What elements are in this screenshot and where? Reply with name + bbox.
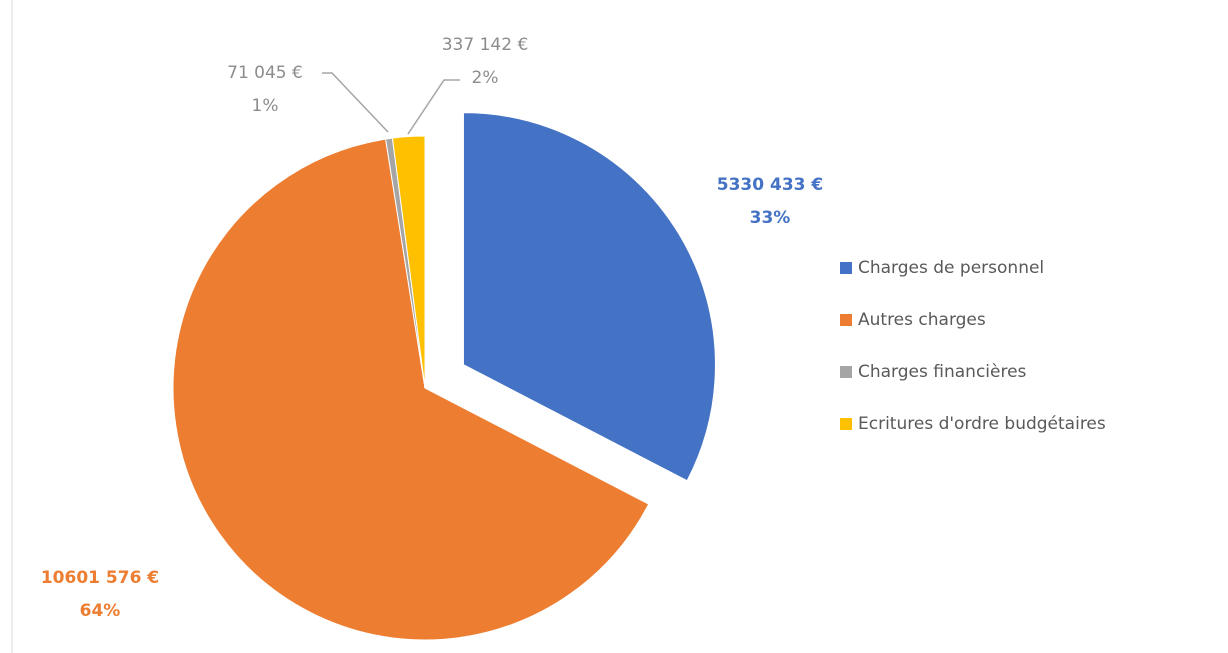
percent-label: 64%	[80, 601, 121, 621]
legend-label: Ecritures d'ordre budgétaires	[858, 414, 1106, 434]
legend-label: Charges de personnel	[858, 258, 1044, 278]
value-label: 5330 433 €	[717, 175, 823, 195]
value-label: 337 142 €	[442, 35, 529, 55]
legend-label: Autres charges	[858, 310, 986, 330]
legend-swatch	[840, 262, 852, 274]
percent-label: 2%	[472, 68, 499, 88]
value-label: 10601 576 €	[41, 568, 159, 588]
legend-label: Charges financières	[858, 362, 1027, 382]
legend-swatch	[840, 418, 852, 430]
leader-line	[322, 72, 389, 133]
percent-label: 33%	[750, 208, 791, 228]
leader-line	[407, 79, 460, 135]
percent-label: 1%	[252, 96, 279, 116]
pie-slice	[462, 112, 716, 482]
pie-slice	[172, 138, 650, 641]
legend-swatch	[840, 314, 852, 326]
legend-swatch	[840, 366, 852, 378]
value-label: 71 045 €	[227, 63, 303, 83]
pie-slice	[391, 135, 426, 389]
